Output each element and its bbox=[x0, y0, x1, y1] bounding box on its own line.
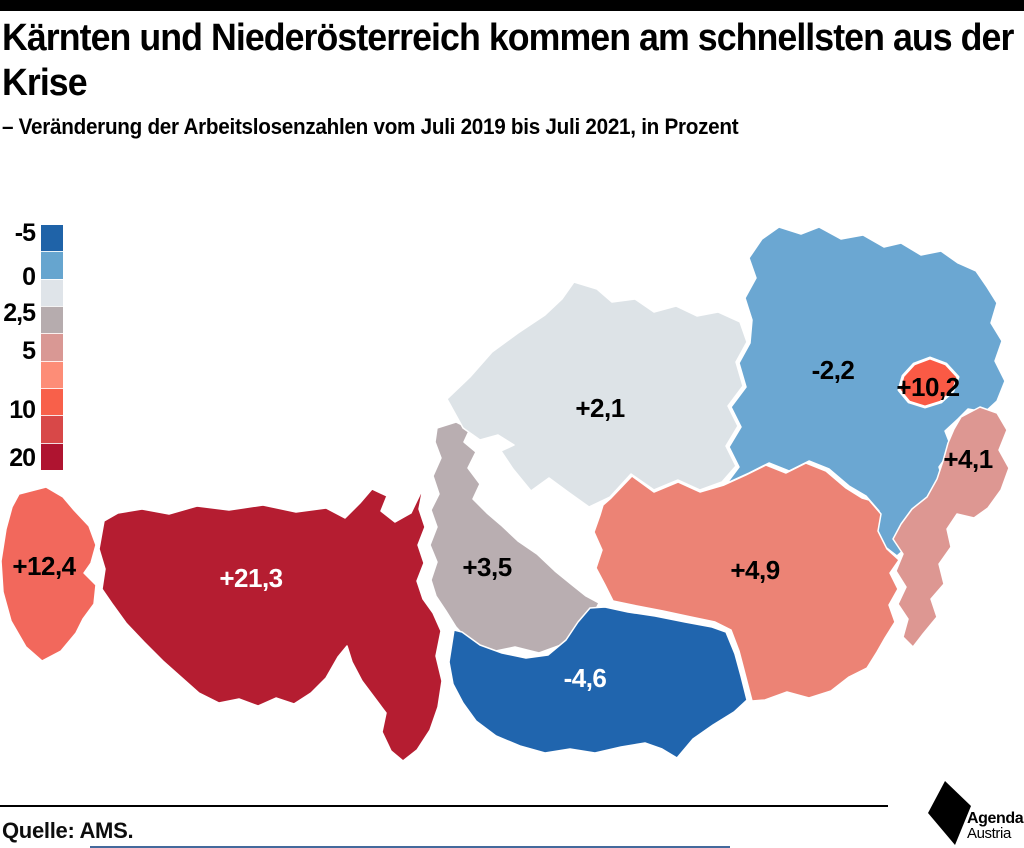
legend-swatch bbox=[41, 360, 63, 388]
bottom-blue-strip bbox=[90, 846, 730, 848]
value-label-oberoesterreich: +2,1 bbox=[575, 393, 624, 423]
value-label-niederoesterreich: -2,2 bbox=[812, 355, 855, 385]
legend-swatch bbox=[41, 333, 63, 361]
value-label-kaernten: -4,6 bbox=[564, 663, 607, 693]
legend-tick-label: 5 bbox=[22, 337, 36, 365]
region-wien bbox=[897, 356, 960, 409]
legend-swatch bbox=[41, 251, 63, 279]
value-label-salzburg: +3,5 bbox=[462, 552, 511, 582]
legend-swatch bbox=[41, 278, 63, 306]
page-subtitle: – Veränderung der Arbeitslosenzahlen vom… bbox=[2, 114, 739, 139]
value-label-steiermark: +4,9 bbox=[730, 555, 779, 585]
agenda-austria-logo-text: Agenda Austria bbox=[967, 810, 1024, 842]
region-kaernten bbox=[448, 606, 748, 759]
logo-text-line2: Austria bbox=[967, 825, 1011, 842]
legend-swatch bbox=[41, 387, 63, 416]
value-label-wien: +10,2 bbox=[896, 372, 959, 402]
footer-divider-line bbox=[0, 805, 888, 807]
legend-swatch bbox=[41, 415, 63, 443]
region-steiermark bbox=[593, 462, 900, 702]
legend-tick-label: 10 bbox=[9, 396, 36, 424]
agenda-austria-logo-mark bbox=[928, 781, 971, 845]
region-oberoesterreich bbox=[446, 281, 748, 508]
logo-text-line1: Agenda bbox=[967, 810, 1024, 827]
legend-swatch bbox=[41, 305, 63, 334]
value-label-burgenland: +4,1 bbox=[943, 444, 992, 474]
source-note: Quelle: AMS. bbox=[2, 818, 134, 843]
legend-swatch bbox=[41, 225, 63, 252]
region-vorarlberg bbox=[0, 486, 97, 662]
legend-tick-label: 0 bbox=[22, 263, 36, 291]
page-title: Kärnten und Niederösterreich kommen am s… bbox=[2, 17, 1014, 104]
color-scale-legend bbox=[41, 225, 63, 470]
top-black-bar bbox=[0, 0, 1024, 11]
value-label-tirol: +21,3 bbox=[219, 563, 282, 593]
region-burgenland bbox=[892, 406, 1010, 648]
legend-swatch bbox=[41, 442, 63, 470]
legend-tick-label: 2,5 bbox=[3, 299, 36, 327]
value-label-vorarlberg: +12,4 bbox=[12, 551, 76, 581]
legend-tick-label: -5 bbox=[14, 219, 36, 247]
region-tirol bbox=[98, 487, 443, 762]
legend-tick-label: 20 bbox=[9, 444, 36, 472]
